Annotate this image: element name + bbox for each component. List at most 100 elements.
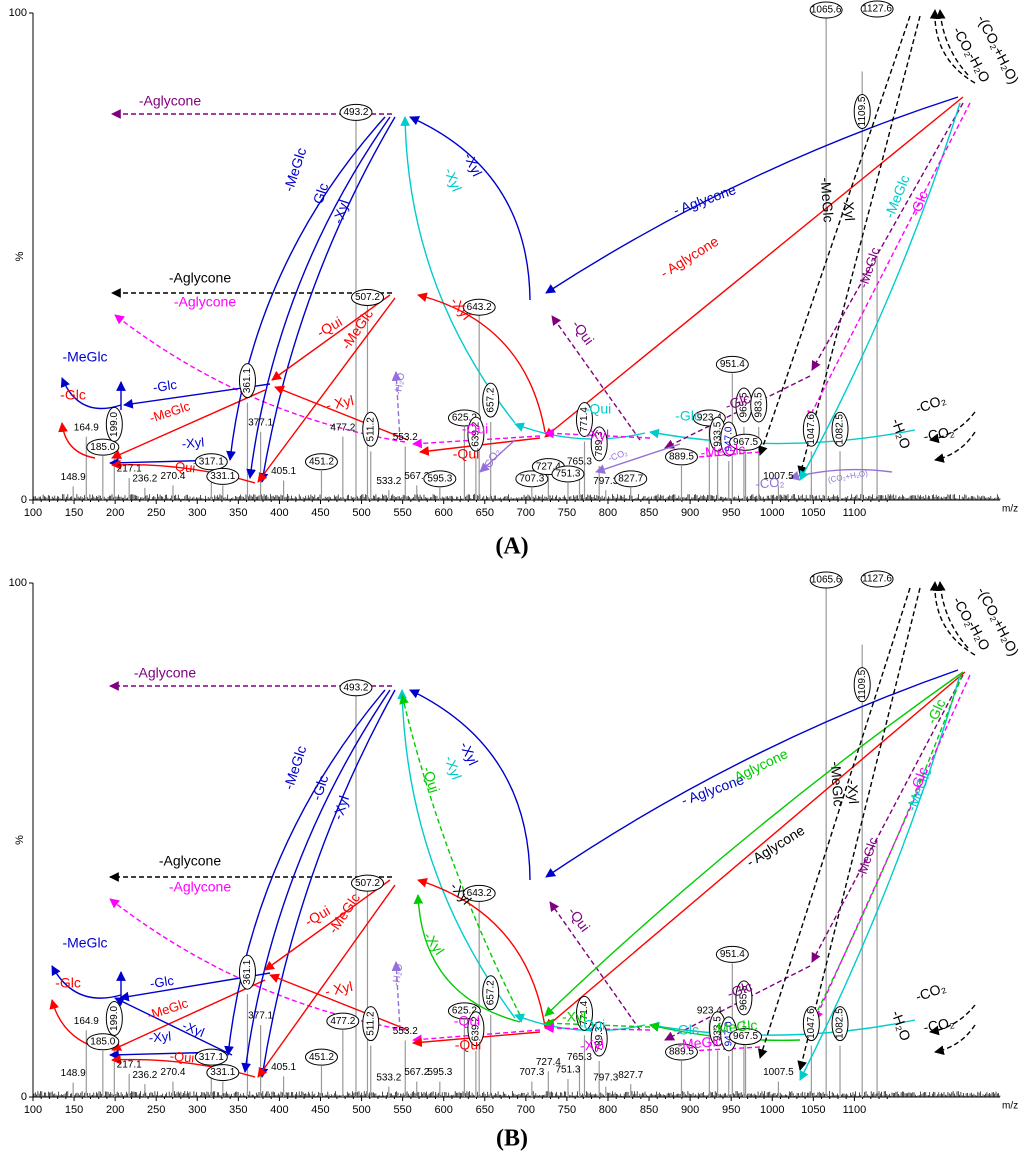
peak-label: 511.2 bbox=[365, 1011, 376, 1036]
peak-label: 361.1 bbox=[242, 959, 253, 984]
peak-label: 451.2 bbox=[309, 456, 334, 467]
peak-label-ellipse bbox=[853, 93, 871, 129]
annotation-label: -Glc bbox=[149, 973, 175, 991]
fragmentation-arrow bbox=[274, 385, 409, 441]
peak-label-ellipse bbox=[105, 406, 123, 442]
annotation-label: -Xyl bbox=[329, 794, 352, 822]
annotation-label: -Glc bbox=[907, 189, 931, 219]
peak-label: 933.5 bbox=[712, 1016, 723, 1041]
fragmentation-arrow bbox=[797, 587, 921, 1071]
x-tick-label: 250 bbox=[147, 507, 165, 519]
noise-baseline bbox=[33, 494, 1001, 500]
fragmentation-arrow bbox=[649, 428, 916, 445]
y-axis-label: % bbox=[14, 835, 26, 845]
peak-label: 533.2 bbox=[376, 1072, 401, 1083]
peak-label: 889.5 bbox=[669, 1047, 694, 1058]
noise-baseline bbox=[33, 1091, 1001, 1097]
peak-label: 967.5 bbox=[733, 437, 758, 448]
annotation-label: - Xyl bbox=[323, 978, 354, 999]
peak-label: 751.3 bbox=[555, 469, 580, 480]
peak-label-ellipse bbox=[326, 1012, 360, 1030]
peak-label-ellipse bbox=[729, 433, 763, 451]
peak-label: 164.9 bbox=[74, 1016, 99, 1027]
peak-label: 317.1 bbox=[199, 1052, 224, 1063]
fragmentation-arrow bbox=[417, 292, 546, 433]
annotation-label: -Xyl bbox=[180, 1018, 206, 1040]
peak-label-ellipse bbox=[105, 1000, 123, 1036]
fragmentation-arrow bbox=[60, 377, 122, 410]
fragmentation-arrow bbox=[417, 877, 546, 1028]
peak-label: 331.1 bbox=[210, 1067, 235, 1078]
annotation-label: -Aglycone bbox=[159, 853, 221, 869]
x-tick-label: 650 bbox=[476, 1104, 494, 1116]
peak-label-ellipse bbox=[831, 1006, 849, 1042]
peak-label-ellipse bbox=[304, 453, 338, 471]
x-tick-label: 900 bbox=[681, 507, 699, 519]
x-tick-label: 150 bbox=[65, 507, 83, 519]
peak-label-ellipse bbox=[750, 387, 768, 423]
annotation-label: -Xyl bbox=[421, 929, 448, 958]
peak-label: 217.1 bbox=[117, 464, 142, 475]
peak-label: 657.2 bbox=[485, 980, 496, 1005]
x-tick-label: 1000 bbox=[760, 507, 784, 519]
peak-label: 765.3 bbox=[567, 456, 592, 467]
peak-label-ellipse bbox=[362, 411, 380, 447]
fragmentation-arrow bbox=[797, 15, 921, 476]
peak-label-ellipse bbox=[482, 382, 500, 418]
x-tick-label: 800 bbox=[599, 1104, 617, 1116]
x-tick-label: 150 bbox=[65, 1104, 83, 1116]
annotation-label: -Glc bbox=[308, 181, 331, 210]
annotation-label: -Xyl bbox=[585, 427, 609, 443]
peak-label: 477.2 bbox=[330, 1016, 355, 1027]
annotation-label: -Xyl bbox=[447, 294, 474, 323]
peak-label-ellipse bbox=[86, 1033, 120, 1051]
peak-label-ellipse bbox=[350, 874, 384, 892]
peak-label-ellipse bbox=[809, 571, 843, 589]
fragmentation-arrow bbox=[391, 961, 402, 1031]
annotation-label: -Glc bbox=[60, 387, 86, 403]
peak-label: 765.3 bbox=[567, 1052, 592, 1063]
peak-label-ellipse bbox=[515, 470, 549, 488]
annotation-label: -Qui bbox=[314, 313, 345, 340]
annotation-label: -Xyl bbox=[441, 165, 465, 193]
y-tick-label: 100 bbox=[9, 7, 27, 19]
fragmentation-arrow bbox=[241, 689, 391, 1073]
x-axis-label: m/z bbox=[1002, 504, 1018, 515]
annotation-label: -Xyl bbox=[329, 198, 352, 226]
fragmentation-arrow bbox=[412, 1029, 541, 1045]
peak-label: 1109.5 bbox=[857, 96, 868, 126]
peak-label: 148.9 bbox=[61, 472, 86, 483]
annotation-label: -Qui bbox=[579, 1017, 605, 1033]
annotation-label: -H₂O bbox=[393, 372, 408, 396]
annotation-label: -CO₂ bbox=[913, 979, 948, 1005]
annotation-label: -Qui bbox=[462, 421, 488, 437]
fragmentation-arrow bbox=[934, 1024, 976, 1056]
annotation-label: -Glc bbox=[55, 975, 81, 991]
x-tick-label: 1050 bbox=[801, 507, 825, 519]
x-tick-label: 200 bbox=[106, 1104, 124, 1116]
peak-label: 567.2 bbox=[404, 471, 429, 482]
peak-label: 965.5 bbox=[739, 392, 750, 417]
fragmentation-arrow bbox=[935, 9, 969, 76]
fragmentation-arrow bbox=[799, 102, 961, 481]
annotation-label: -Qui bbox=[454, 1013, 480, 1029]
peak-label: 477.2 bbox=[330, 422, 355, 433]
fragmentation-arrow bbox=[929, 411, 976, 444]
peak-label: 1047.6 bbox=[806, 414, 817, 445]
annotation-label: -H₂O bbox=[391, 963, 406, 987]
annotation-label: -Glc bbox=[308, 773, 331, 802]
fragmentation-arrow bbox=[246, 116, 391, 479]
peak-label: 657.2 bbox=[485, 387, 496, 412]
peak-label: 533.2 bbox=[376, 476, 401, 487]
peak-label-ellipse bbox=[551, 465, 585, 483]
annotation-label: -Xyl bbox=[442, 753, 465, 781]
annotation-label: - Aglycone bbox=[671, 181, 738, 218]
x-tick-label: 100 bbox=[24, 507, 42, 519]
annotation-label: -MeGlc bbox=[818, 177, 837, 223]
annotation-label: -H₂O bbox=[965, 618, 994, 653]
peak-label-ellipse bbox=[339, 103, 373, 121]
fragmentation-arrow bbox=[409, 116, 531, 301]
annotation-label: -MeGlc bbox=[700, 441, 746, 461]
x-tick-label: 700 bbox=[517, 507, 535, 519]
